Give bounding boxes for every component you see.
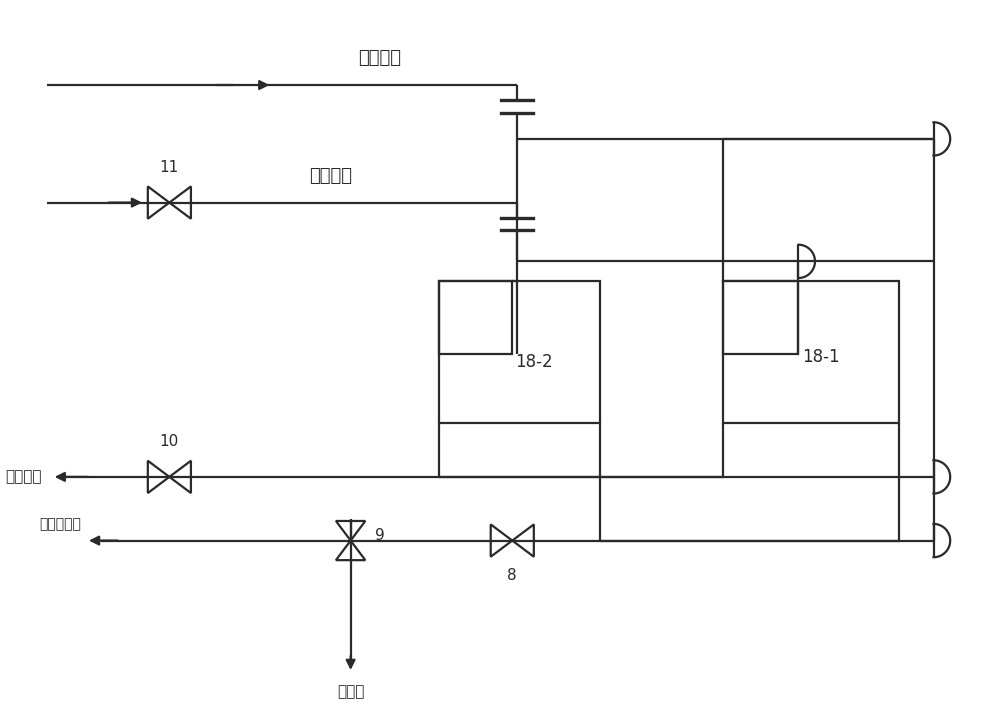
Text: 9: 9	[375, 528, 385, 543]
Text: 11: 11	[160, 160, 179, 175]
Text: 10: 10	[160, 435, 179, 449]
Text: 18-2: 18-2	[516, 353, 553, 371]
Text: 液空去下塔: 液空去下塔	[39, 517, 81, 531]
Bar	[439, 281, 512, 354]
Text: 去膨胀机: 去膨胀机	[6, 469, 42, 484]
Text: 吹除口: 吹除口	[337, 684, 364, 699]
Text: 高压空气: 高压空气	[359, 50, 402, 67]
Bar	[439, 281, 600, 423]
Bar	[723, 281, 798, 354]
Text: 膨胀空气: 膨胀空气	[310, 167, 353, 185]
Text: 18-1: 18-1	[802, 348, 840, 366]
Bar	[723, 281, 899, 423]
Text: 8: 8	[507, 568, 517, 583]
